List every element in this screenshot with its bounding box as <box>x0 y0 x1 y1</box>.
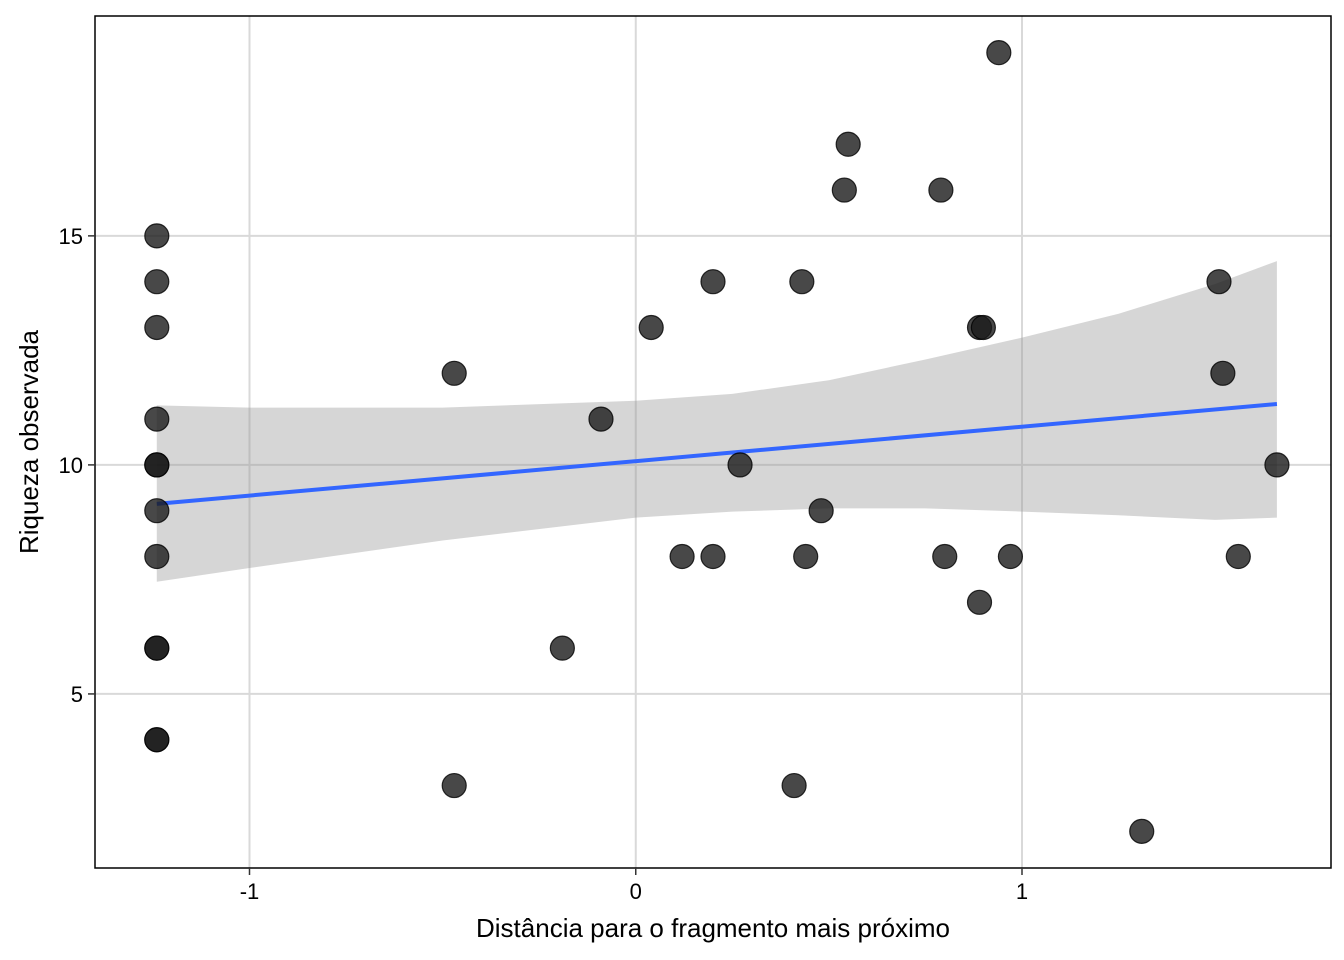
data-point <box>1129 818 1155 844</box>
panel-border <box>94 15 1332 869</box>
data-point <box>727 452 753 478</box>
data-point <box>1206 269 1232 295</box>
data-point <box>441 772 467 799</box>
data-point <box>970 314 996 341</box>
x-tick-label: 1 <box>1016 879 1028 904</box>
data-point <box>144 406 170 432</box>
data-point <box>700 543 726 570</box>
data-point <box>986 40 1012 66</box>
data-point <box>835 131 861 157</box>
y-axis-ticks: 5 10 15 <box>59 224 95 707</box>
data-point <box>441 360 467 386</box>
data-point <box>808 498 834 524</box>
data-point <box>144 314 170 341</box>
confidence-band <box>156 261 1277 582</box>
data-point <box>144 498 170 524</box>
data-point <box>1210 360 1236 386</box>
data-point <box>144 543 170 570</box>
data-point <box>549 635 575 661</box>
data-point <box>700 269 726 295</box>
y-tick-label: 15 <box>59 224 83 249</box>
data-point <box>928 177 954 203</box>
data-point <box>669 543 695 570</box>
data-point <box>1225 543 1251 570</box>
y-gridlines <box>95 234 1331 695</box>
x-tick-label: -1 <box>240 879 260 904</box>
confidence-band-layer <box>156 261 1277 582</box>
data-point <box>144 452 170 478</box>
data-point <box>1264 452 1290 478</box>
data-point <box>144 727 170 753</box>
fit-line-layer <box>156 401 1278 506</box>
x-gridlines <box>248 16 1023 868</box>
data-point <box>638 314 664 341</box>
regression-line <box>156 401 1278 506</box>
data-point <box>831 177 857 203</box>
data-point <box>789 269 815 295</box>
data-point <box>144 223 170 249</box>
data-point <box>781 772 807 799</box>
data-point <box>588 406 614 432</box>
x-axis-title: Distância para o fragmento mais próximo <box>476 913 950 943</box>
x-tick-label: 0 <box>630 879 642 904</box>
y-tick-label: 10 <box>59 453 83 478</box>
data-point <box>932 543 958 570</box>
points-layer <box>144 40 1290 844</box>
data-point <box>144 635 170 661</box>
data-point <box>997 543 1024 570</box>
data-point <box>966 589 993 615</box>
y-tick-label: 5 <box>71 682 83 707</box>
y-axis-title: Riqueza observada <box>14 329 44 554</box>
data-point <box>144 269 170 295</box>
data-point <box>793 543 819 570</box>
x-axis-ticks: -1 0 1 <box>240 868 1028 904</box>
